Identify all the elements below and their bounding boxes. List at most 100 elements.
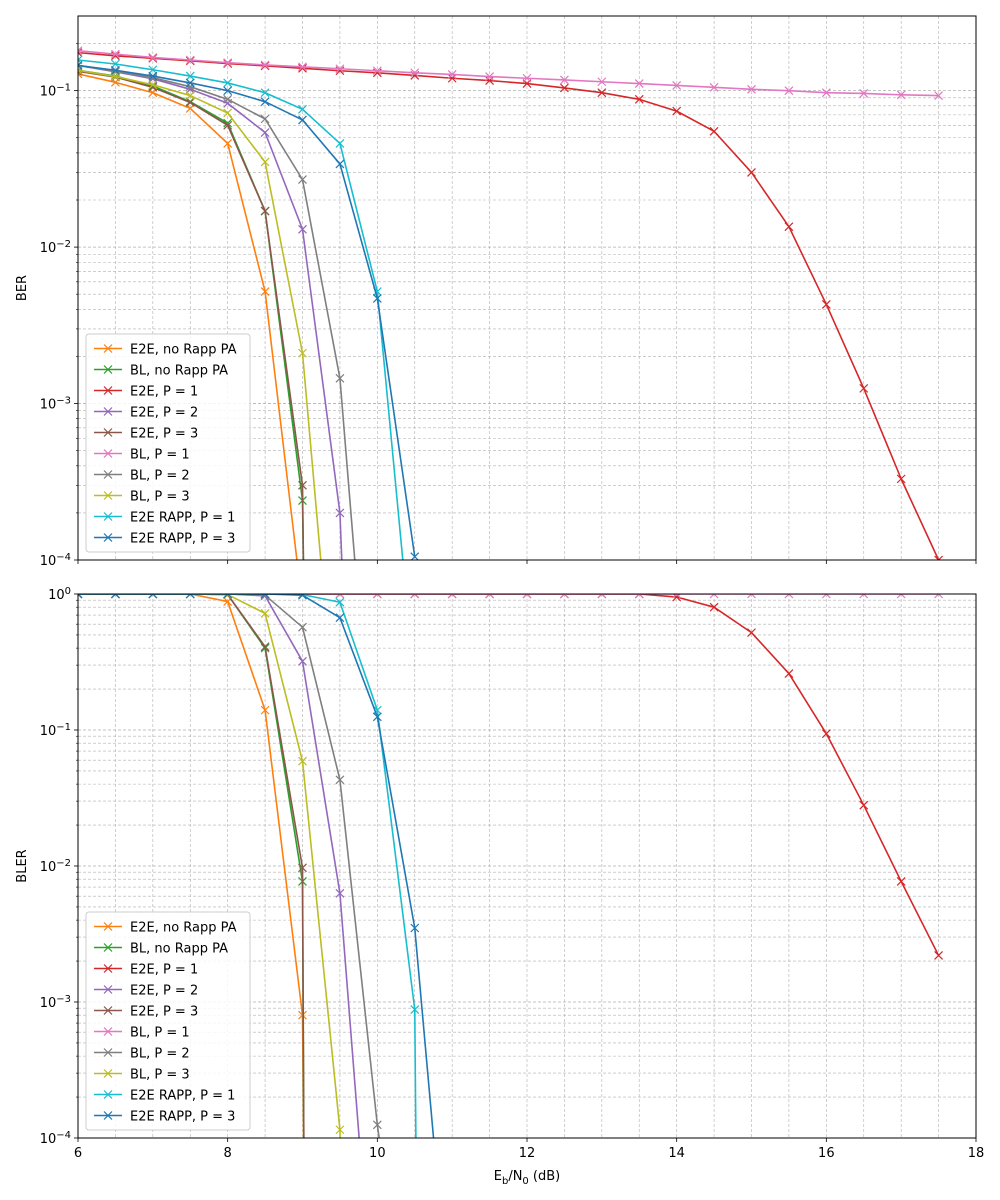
series-line — [78, 59, 404, 560]
data-point — [372, 1120, 382, 1130]
data-point — [372, 705, 382, 715]
x-tick-label: 8 — [224, 1146, 232, 1161]
legend-label: E2E, no Rapp PA — [130, 343, 237, 358]
y-tick-label: 100 — [48, 586, 71, 603]
series-line — [78, 594, 305, 1138]
data-point — [298, 104, 307, 114]
data-point — [934, 91, 944, 101]
data-point — [559, 594, 569, 599]
data-point — [410, 68, 420, 78]
data-point — [260, 128, 270, 137]
data-point — [78, 60, 83, 70]
series-rapp-p3 — [78, 60, 420, 560]
series-bl-p1 — [78, 46, 944, 101]
data-point — [260, 88, 270, 98]
legend-entry: E2E, no Rapp PA — [94, 343, 237, 358]
data-point — [335, 597, 345, 607]
data-point — [298, 175, 307, 185]
data-point — [185, 91, 195, 101]
y-tick-label: 10−2 — [40, 239, 71, 256]
data-point — [185, 56, 195, 66]
data-point — [335, 508, 345, 518]
x-tick-label: 16 — [818, 1146, 835, 1161]
data-point — [185, 78, 195, 88]
data-point — [485, 72, 495, 82]
legend-entry: BL, P = 2 — [94, 1047, 190, 1062]
legend-entry: BL, no Rapp PA — [94, 942, 228, 957]
data-point — [372, 66, 382, 76]
data-point — [485, 76, 495, 85]
legend-label: E2E, P = 1 — [130, 963, 198, 978]
data-point — [634, 594, 644, 599]
data-point — [597, 594, 607, 599]
data-point — [747, 84, 756, 94]
legend-entry: E2E, P = 3 — [94, 1005, 198, 1020]
data-point — [260, 97, 270, 107]
data-point — [298, 115, 307, 125]
y-axis: 10−4 10−3 10−2 10−1 100 — [40, 586, 78, 1147]
x-tick-label: 6 — [74, 1146, 82, 1161]
legend-label: E2E, P = 3 — [130, 427, 198, 442]
data-point — [223, 118, 233, 128]
data-point — [223, 594, 233, 599]
data-point — [896, 594, 906, 599]
legend-entry: BL, no Rapp PA — [94, 364, 228, 379]
data-point — [110, 65, 120, 75]
data-point — [110, 51, 120, 61]
grid — [77, 15, 977, 561]
data-point — [260, 114, 270, 124]
data-point — [821, 88, 831, 98]
bler-panel: 10−4 10−3 10−2 10−1 100 6 8 10 12 14 16 18 BLER Eb/N0… — [15, 586, 984, 1187]
y-axis-label: BER — [15, 275, 30, 301]
data-point — [335, 888, 345, 898]
legend: E2E, no Rapp PA BL, no Rapp PA E2E, P = 1 E… — [85, 911, 251, 1131]
data-point — [148, 594, 158, 599]
legend-label: E2E RAPP, P = 1 — [130, 511, 235, 526]
data-point — [148, 80, 158, 90]
legend-entry: E2E RAPP, P = 3 — [94, 1110, 235, 1125]
legend-entry: E2E RAPP, P = 3 — [94, 532, 235, 547]
y-tick-label: 10−1 — [40, 83, 71, 100]
data-point — [298, 594, 307, 600]
legend-entry: BL, P = 3 — [94, 490, 190, 505]
x-axis: 6 8 10 12 14 16 18 — [74, 1138, 984, 1161]
data-point — [410, 594, 420, 599]
legend-label: BL, P = 3 — [130, 1068, 190, 1083]
data-point — [298, 348, 307, 358]
legend-box — [85, 911, 251, 1131]
data-point — [335, 138, 345, 148]
series-line — [78, 51, 940, 560]
data-point — [298, 756, 307, 766]
series-line — [78, 594, 360, 1138]
data-point — [709, 594, 719, 599]
legend-entry: BL, P = 3 — [94, 1068, 190, 1083]
data-point — [934, 594, 944, 599]
data-point — [223, 120, 233, 130]
data-point — [260, 608, 270, 618]
x-tick-label: 18 — [968, 1146, 985, 1161]
data-point — [185, 71, 195, 81]
data-point — [634, 94, 644, 104]
data-point — [298, 622, 307, 632]
legend-label: E2E RAPP, P = 1 — [130, 1089, 235, 1104]
legend-label: BL, no Rapp PA — [130, 364, 228, 379]
legend-label: BL, P = 2 — [130, 1047, 190, 1062]
data-point — [859, 383, 869, 393]
data-point — [223, 78, 233, 88]
data-point — [747, 168, 756, 177]
data-point — [709, 602, 719, 612]
data-point — [335, 594, 345, 599]
data-point — [672, 594, 682, 599]
data-point — [223, 86, 233, 96]
data-point — [335, 64, 345, 74]
data-point — [522, 594, 532, 599]
x-axis — [77, 560, 977, 564]
legend-label: E2E RAPP, P = 3 — [130, 532, 235, 547]
legend-entry: E2E, no Rapp PA — [94, 921, 237, 936]
data-point — [934, 555, 944, 560]
data-point — [522, 73, 532, 83]
data-point — [447, 594, 457, 599]
data-point — [784, 669, 794, 678]
data-point — [784, 594, 794, 599]
